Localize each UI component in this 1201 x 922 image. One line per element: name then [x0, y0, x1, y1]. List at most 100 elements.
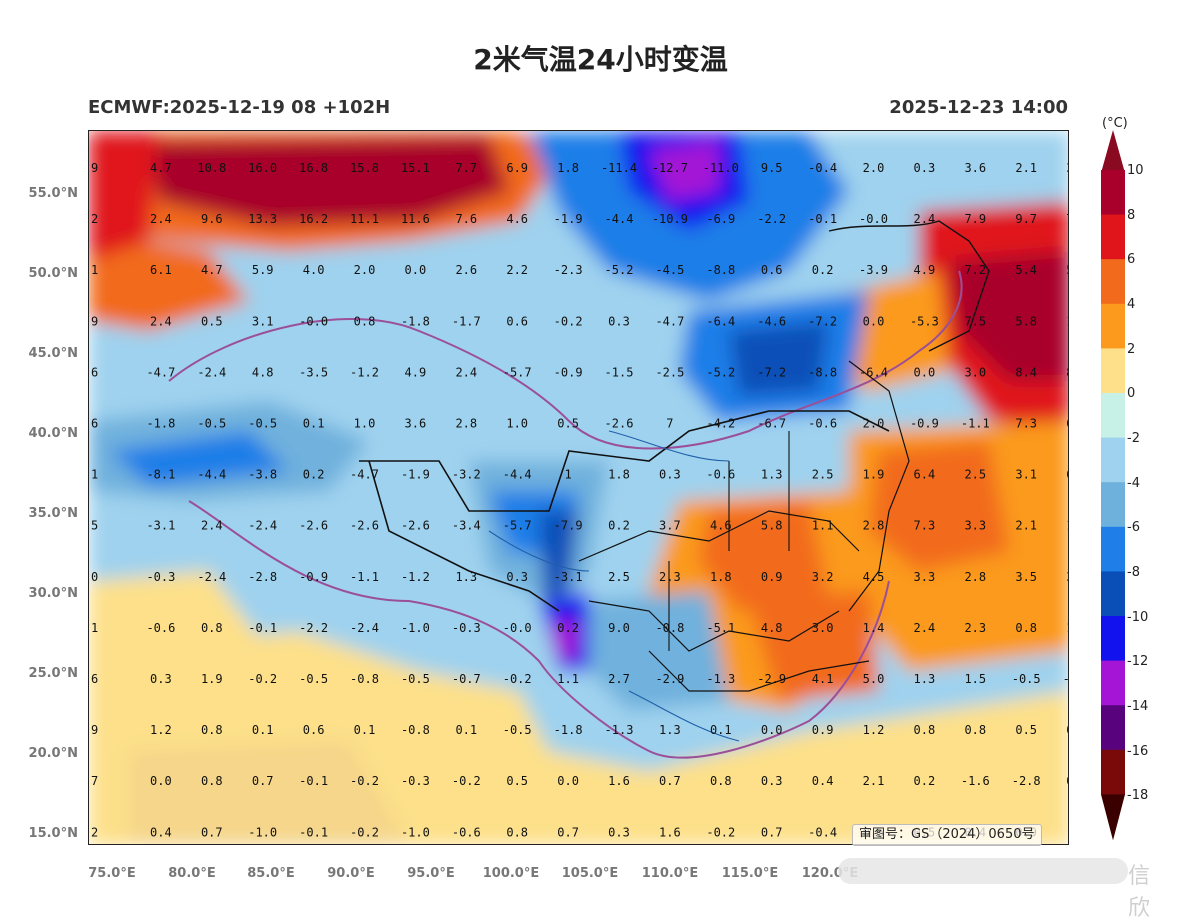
cell-value: -7.9: [554, 519, 583, 533]
lat-label-25: 25.0°N: [28, 666, 78, 681]
cell-value: 0.6: [506, 314, 528, 328]
cell-value: -3.8: [248, 468, 277, 482]
cell-value: -1.9: [554, 212, 583, 226]
cell-value: -12.7: [652, 161, 688, 175]
colorbar-label: 6: [1127, 252, 1136, 267]
cell-value: 2.4: [914, 621, 936, 635]
colorbar: [1101, 130, 1125, 841]
cell-value: 2.1: [1015, 519, 1037, 533]
cell-value: -1.3: [605, 723, 634, 737]
cell-value: -1.1: [350, 570, 379, 584]
cell-value: -3.5: [299, 365, 328, 379]
cell-value: 2.1: [1015, 161, 1037, 175]
cell-value: 1.6: [608, 774, 630, 788]
cell-value: -0.6: [706, 468, 735, 482]
lat-label-35: 35.0°N: [28, 506, 78, 521]
lat-label-15: 15.0°N: [28, 826, 78, 841]
cell-value: 1.5: [1066, 314, 1069, 328]
cell-value: 0.8: [354, 314, 376, 328]
cell-value: -5.3: [910, 314, 939, 328]
cell-value: -0.2: [554, 314, 583, 328]
cell-value: 1.5: [1066, 621, 1069, 635]
cell-value: 15.1: [401, 161, 430, 175]
cell-value: 4.5: [863, 570, 885, 584]
cell-value: 2.3: [659, 570, 681, 584]
cell-value: 7.6: [455, 212, 477, 226]
cell-value: 5.9: [252, 263, 274, 277]
cell-value: -3.4: [452, 519, 481, 533]
cell-value: -0.4: [808, 825, 837, 839]
cell-value: -3.1: [146, 519, 175, 533]
cell-value: 2.8: [455, 417, 477, 431]
cell-value: 0.2: [303, 468, 325, 482]
cell-value: -4.4: [503, 468, 532, 482]
cell-value: 6.4: [914, 468, 936, 482]
cell-value: 4.6: [506, 212, 528, 226]
cell-value: 1.8: [557, 161, 579, 175]
cell-value: 0.2: [608, 519, 630, 533]
cell-value: 0.3: [608, 825, 630, 839]
cell-value: -2.4: [350, 621, 379, 635]
cell-value: 0.0: [557, 774, 579, 788]
cell-value: -0.2: [350, 774, 379, 788]
cell-value: 0.7: [761, 825, 783, 839]
cell-value: 2.3: [964, 621, 986, 635]
cell-value: -2.5: [655, 365, 684, 379]
cell-value: 0.4: [812, 774, 834, 788]
cell-value: 0.3: [608, 314, 630, 328]
cell-value: -1.2: [401, 570, 430, 584]
cell-value: 0.3: [150, 672, 172, 686]
cell-value: 9.0: [608, 621, 630, 635]
cell-value: 5.8: [761, 519, 783, 533]
cell-value: 0.4: [150, 825, 172, 839]
cell-value: 6.8: [1066, 417, 1069, 431]
cell-value: 1.3: [455, 570, 477, 584]
cell-value: -0.2: [248, 672, 277, 686]
cell-value: -4.2: [706, 417, 735, 431]
cell-value: 0.7: [201, 825, 223, 839]
colorbar-bottom-cap: [1101, 794, 1125, 841]
lon-label-85: 85.0°E: [247, 866, 295, 881]
cell-value: 1.8: [710, 570, 732, 584]
cell-value: -3.2: [452, 468, 481, 482]
cell-value: -4.4: [197, 468, 226, 482]
cell-value: 0.3: [761, 774, 783, 788]
cell-value: 7: [91, 774, 98, 788]
cell-value: 7.9: [964, 212, 986, 226]
colorbar-segment: [1101, 749, 1125, 795]
cell-value: 4.8: [761, 621, 783, 635]
cell-value: -0.5: [401, 672, 430, 686]
cell-value: -1.3: [706, 672, 735, 686]
cell-value: -8.8: [706, 263, 735, 277]
cell-value: -2.6: [605, 417, 634, 431]
cell-value: 0.5: [1015, 723, 1037, 737]
cell-value: -5.7: [503, 365, 532, 379]
map-boundaries: [168, 220, 990, 759]
colorbar-unit: (°C): [1102, 116, 1128, 131]
cell-value: -0.0: [299, 314, 328, 328]
colorbar-label: -18: [1127, 788, 1149, 803]
cell-value: -0.5: [503, 723, 532, 737]
cell-value: -1.1: [961, 417, 990, 431]
cell-value: 3.1: [1066, 161, 1069, 175]
cell-value: 15.8: [350, 161, 379, 175]
cell-value: -1.7: [452, 314, 481, 328]
cell-value: 5.0: [863, 672, 885, 686]
cell-value: 9: [91, 161, 98, 175]
chart-title: 2米气温24小时变温: [473, 43, 728, 76]
colorbar-label: 2: [1127, 342, 1136, 357]
cell-value: 9: [91, 314, 98, 328]
cell-value: 7.2: [964, 263, 986, 277]
cell-value: 9: [91, 723, 98, 737]
cell-value: -0.5: [1012, 672, 1041, 686]
cell-value: 0.8: [964, 723, 986, 737]
cell-value: 6.5: [1066, 468, 1069, 482]
lon-label-80: 80.0°E: [168, 866, 216, 881]
colorbar-segment: [1101, 170, 1125, 216]
cell-value: 3.3: [914, 570, 936, 584]
cell-value: -0.2: [706, 825, 735, 839]
cell-value: -2.6: [350, 519, 379, 533]
cell-value: 0.7: [557, 825, 579, 839]
cell-value: 0.5: [201, 314, 223, 328]
cell-value: -5.2: [706, 365, 735, 379]
